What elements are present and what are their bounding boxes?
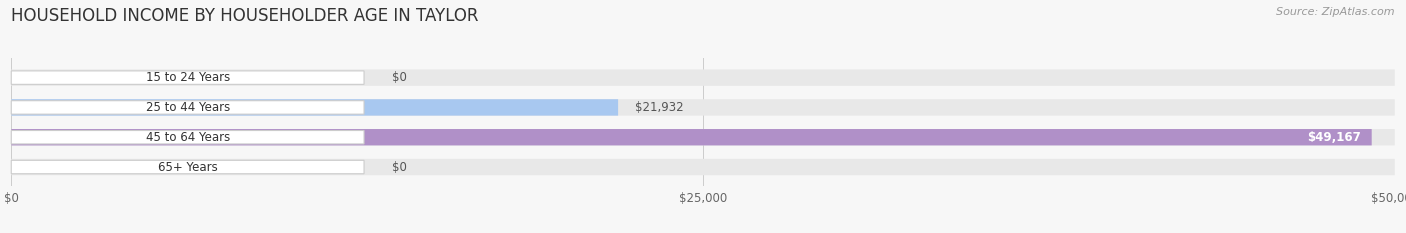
Text: $0: $0 <box>392 161 406 174</box>
Text: Source: ZipAtlas.com: Source: ZipAtlas.com <box>1277 7 1395 17</box>
Text: HOUSEHOLD INCOME BY HOUSEHOLDER AGE IN TAYLOR: HOUSEHOLD INCOME BY HOUSEHOLDER AGE IN T… <box>11 7 479 25</box>
Text: $21,932: $21,932 <box>634 101 683 114</box>
Text: $49,167: $49,167 <box>1308 131 1361 144</box>
Text: 65+ Years: 65+ Years <box>157 161 218 174</box>
FancyBboxPatch shape <box>11 160 364 174</box>
Text: 15 to 24 Years: 15 to 24 Years <box>145 71 229 84</box>
FancyBboxPatch shape <box>11 101 364 114</box>
Text: 45 to 64 Years: 45 to 64 Years <box>145 131 229 144</box>
FancyBboxPatch shape <box>11 99 1395 116</box>
FancyBboxPatch shape <box>11 130 364 144</box>
Text: $0: $0 <box>392 71 406 84</box>
FancyBboxPatch shape <box>11 71 364 84</box>
FancyBboxPatch shape <box>11 129 1395 145</box>
FancyBboxPatch shape <box>11 129 1372 145</box>
FancyBboxPatch shape <box>11 159 1395 175</box>
FancyBboxPatch shape <box>11 69 1395 86</box>
FancyBboxPatch shape <box>11 99 619 116</box>
Text: 25 to 44 Years: 25 to 44 Years <box>145 101 229 114</box>
